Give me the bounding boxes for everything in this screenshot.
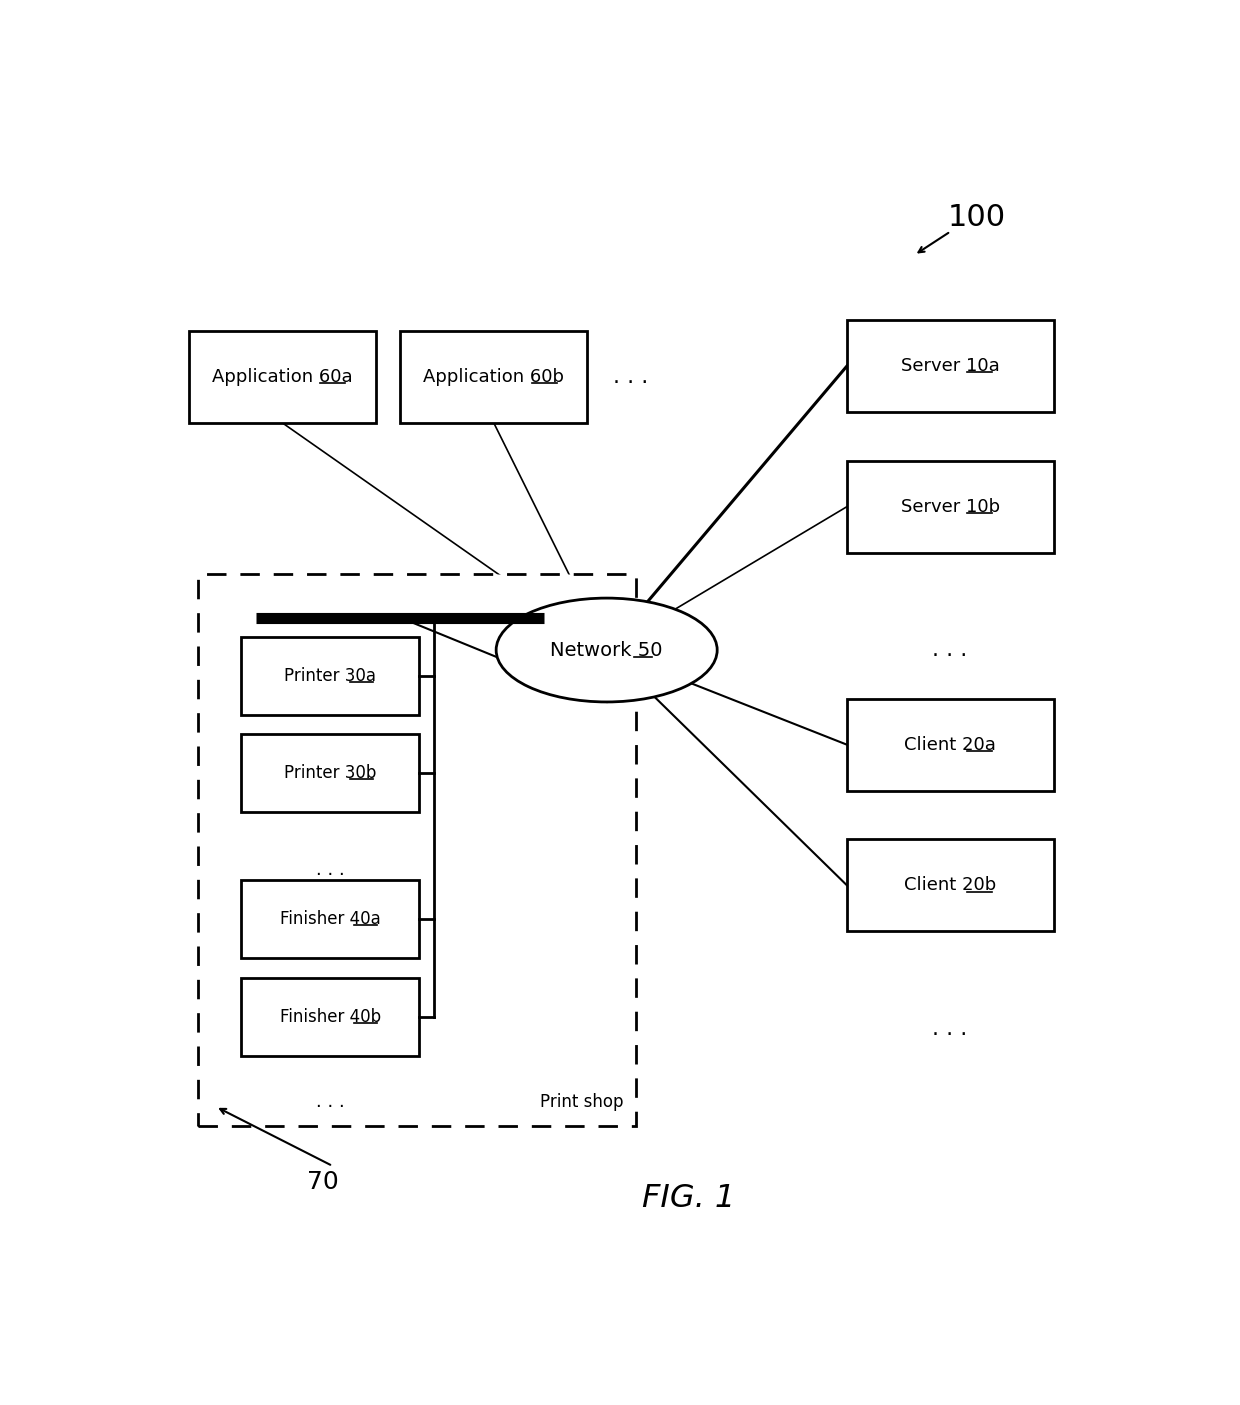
Text: Client 20b: Client 20b (904, 877, 997, 895)
Text: . . .: . . . (316, 1093, 345, 1111)
FancyBboxPatch shape (847, 839, 1054, 932)
Text: FIG. 1: FIG. 1 (642, 1183, 735, 1214)
Text: Server 10b: Server 10b (900, 497, 999, 516)
Text: Printer 30a: Printer 30a (284, 667, 377, 686)
FancyBboxPatch shape (188, 330, 376, 423)
FancyBboxPatch shape (401, 330, 588, 423)
Ellipse shape (496, 599, 717, 702)
FancyBboxPatch shape (847, 461, 1054, 552)
Text: Server 10a: Server 10a (900, 357, 999, 375)
FancyBboxPatch shape (198, 575, 635, 1125)
Text: . . .: . . . (932, 1019, 967, 1038)
Text: Finisher 40a: Finisher 40a (280, 910, 381, 929)
Text: Printer 30b: Printer 30b (284, 764, 377, 783)
Text: Print shop: Print shop (541, 1093, 624, 1111)
Text: Application 60b: Application 60b (423, 368, 564, 386)
Text: . . .: . . . (316, 861, 345, 878)
Text: Finisher 40b: Finisher 40b (280, 1007, 381, 1026)
FancyBboxPatch shape (242, 735, 419, 812)
FancyBboxPatch shape (847, 698, 1054, 791)
Text: . . .: . . . (932, 641, 967, 660)
Text: 70: 70 (308, 1170, 339, 1194)
Text: 100: 100 (947, 202, 1006, 232)
FancyBboxPatch shape (242, 978, 419, 1055)
Text: . . .: . . . (613, 367, 649, 388)
Text: Client 20a: Client 20a (904, 736, 996, 753)
Text: Application 60a: Application 60a (212, 368, 352, 386)
FancyBboxPatch shape (242, 881, 419, 958)
FancyBboxPatch shape (242, 636, 419, 715)
Text: Network 50: Network 50 (551, 641, 663, 659)
FancyBboxPatch shape (847, 320, 1054, 412)
